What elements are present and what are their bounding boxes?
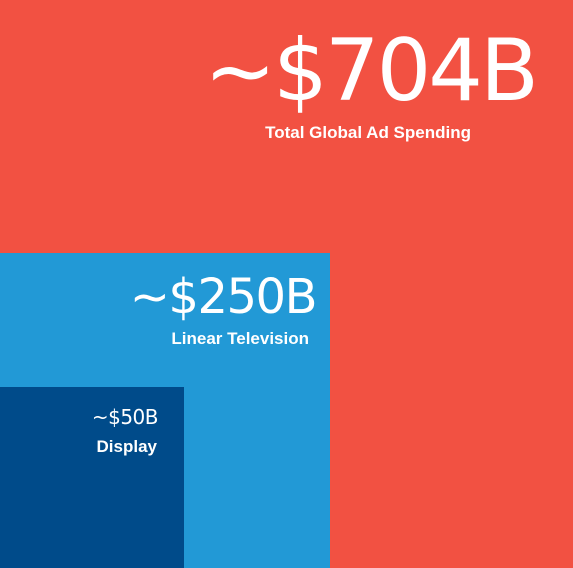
display-value: ~$50B xyxy=(91,405,159,429)
linear-television-label: Linear Television xyxy=(171,329,309,348)
linear-television-value: ~$250B xyxy=(129,269,318,325)
total-ad-spending-value: ~$704B xyxy=(204,21,539,121)
display-label: Display xyxy=(96,437,157,456)
total-ad-spending-label: Total Global Ad Spending xyxy=(265,123,471,142)
display-square: ~$50B Display xyxy=(0,387,184,568)
